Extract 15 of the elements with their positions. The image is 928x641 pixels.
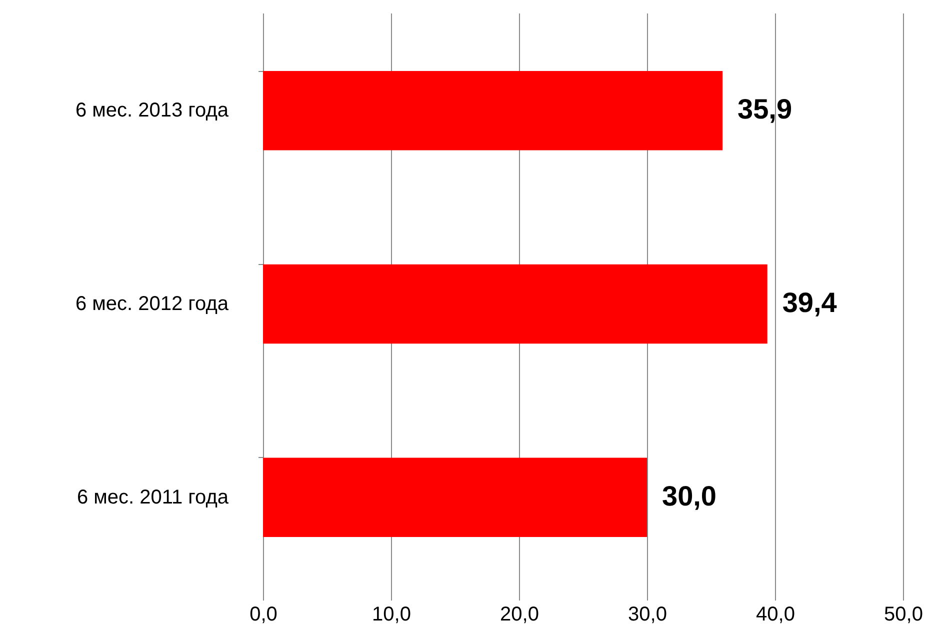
x-tick-label: 40,0 xyxy=(756,604,795,626)
bar xyxy=(263,264,768,344)
bar xyxy=(263,458,647,537)
x-tick-label: 50,0 xyxy=(884,604,923,626)
x-tick-label: 20,0 xyxy=(500,604,539,626)
bar xyxy=(263,71,723,150)
data-label: 35,9 xyxy=(738,94,792,125)
y-tick-label: 6 мес. 2012 года xyxy=(75,293,230,315)
y-tick-label: 6 мес. 2011 года xyxy=(76,486,230,508)
x-tick-label: 30,0 xyxy=(628,604,667,626)
data-label: 30,0 xyxy=(662,480,716,512)
y-tick-label: 6 мес. 2013 года xyxy=(75,100,230,122)
x-tick-label: 10,0 xyxy=(372,604,411,626)
x-tick-label: 0,0 xyxy=(250,604,278,626)
data-label: 39,4 xyxy=(782,287,838,318)
